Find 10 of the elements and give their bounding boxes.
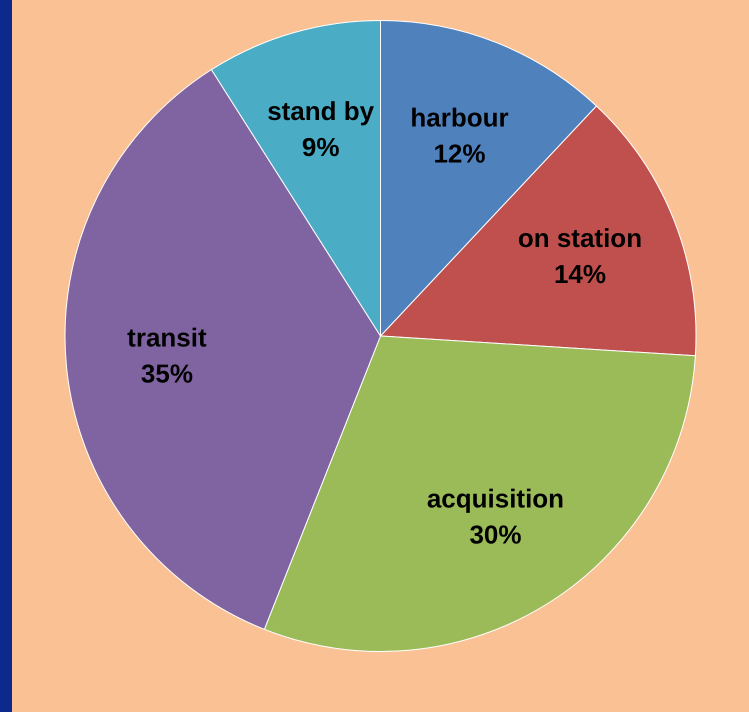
slice-label: acquisition <box>426 483 564 514</box>
data-label: 30% <box>469 519 522 550</box>
slice-label: stand by <box>267 96 375 126</box>
data-label: 9% <box>302 132 340 162</box>
data-label: 12% <box>433 138 486 169</box>
slice-label: transit <box>127 322 207 352</box>
slice-label: on station <box>518 223 642 254</box>
data-label: 14% <box>554 259 606 290</box>
data-label: 35% <box>140 358 193 388</box>
slice-label: harbour <box>410 102 509 133</box>
